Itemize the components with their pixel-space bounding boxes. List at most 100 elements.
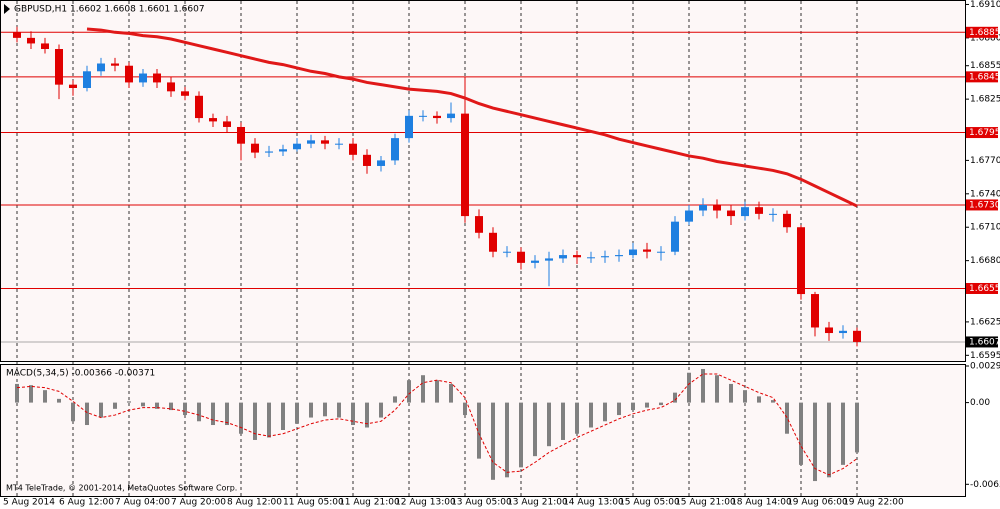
macd-bar <box>505 402 509 478</box>
candle-body <box>97 63 105 72</box>
macd-bar <box>71 402 75 422</box>
macd-bar <box>561 402 565 440</box>
candle-body <box>713 204 721 211</box>
macd-bar <box>15 383 19 403</box>
candle-body <box>265 151 273 153</box>
y-tick-label: 1.6625 <box>970 317 1000 327</box>
candle-body <box>671 221 679 252</box>
x-tick-label: 11 Aug 21:00 <box>339 498 400 508</box>
candle-body <box>377 160 385 166</box>
macd-bar <box>827 402 831 478</box>
macd-bar <box>631 402 635 411</box>
candle-body <box>769 213 777 215</box>
y-tick-label: -0.00656 <box>970 480 1000 490</box>
candle-body <box>755 207 763 214</box>
y-tick-label: 1.6825 <box>970 95 1000 105</box>
macd-bar <box>701 368 705 403</box>
candle-body <box>69 84 77 88</box>
candle-body <box>27 37 35 44</box>
macd-bar <box>253 402 257 440</box>
candle-body <box>153 73 161 83</box>
candle-body <box>321 140 329 144</box>
candle-body <box>615 255 623 257</box>
candle-body <box>83 71 91 88</box>
candle-body <box>727 210 735 217</box>
macd-bar <box>743 390 747 403</box>
macd-bar <box>715 375 719 403</box>
x-tick-label: 14 Aug 13:00 <box>563 498 624 508</box>
candle-body <box>125 65 133 83</box>
x-tick-label: 15 Aug 21:00 <box>675 498 736 508</box>
x-tick-label: 18 Aug 14:00 <box>731 498 792 508</box>
level-tag <box>966 71 998 83</box>
x-tick-label: 6 Aug 12:00 <box>59 498 114 508</box>
candle-body <box>391 138 399 161</box>
candle-body <box>545 258 553 261</box>
macd-bar <box>687 372 691 403</box>
macd-bar <box>421 375 425 403</box>
level-tag <box>966 127 998 139</box>
moving-average <box>86 27 858 208</box>
y-tick-label: 1.6770 <box>970 156 1000 166</box>
macd-bar <box>645 402 649 408</box>
macd-bar <box>449 383 453 403</box>
macd-bar <box>729 383 733 403</box>
macd-bar <box>57 398 61 403</box>
macd-bar <box>323 402 327 417</box>
macd-bar <box>337 402 341 418</box>
candle-body <box>461 113 469 217</box>
macd-bar <box>211 402 215 426</box>
macd-bar <box>799 402 803 465</box>
level-tag <box>966 199 998 211</box>
candle-body <box>167 82 175 92</box>
macd-bar <box>785 402 789 434</box>
candle-body <box>517 251 525 263</box>
macd-bar <box>603 402 607 422</box>
candle-body <box>139 73 147 83</box>
signal-line <box>16 373 858 476</box>
x-tick-label: 12 Aug 13:00 <box>395 498 456 508</box>
level-label: 1.6845 <box>969 72 1000 82</box>
candle-body <box>433 115 441 119</box>
candle-body <box>741 207 749 217</box>
macd-bar <box>757 396 761 403</box>
candle-body <box>685 210 693 222</box>
x-tick-label: 7 Aug 20:00 <box>171 498 226 508</box>
macd-bar <box>267 402 271 438</box>
macd-bar <box>673 392 677 403</box>
level-label: 1.6885 <box>969 28 1000 38</box>
candle-body <box>811 294 819 328</box>
level-tag <box>966 26 998 38</box>
candle-body <box>293 143 301 150</box>
macd-bar <box>155 402 159 409</box>
x-tick-label: 8 Aug 12:00 <box>227 498 282 508</box>
candle-body <box>363 154 371 166</box>
candle-body <box>209 118 217 122</box>
y-tick-label: 1.6880 <box>970 33 1000 43</box>
candle-body <box>489 232 497 252</box>
candle-body <box>419 115 427 117</box>
title-icon <box>4 4 10 14</box>
macd-bar <box>659 402 663 406</box>
macd-bar <box>379 402 383 418</box>
macd-bar <box>435 380 439 403</box>
candle-body <box>839 330 847 334</box>
y-tick-label: 1.6910 <box>970 0 1000 10</box>
current-price-label: 1.6607 <box>969 337 1000 347</box>
candle-body <box>335 143 343 145</box>
candle-body <box>503 251 511 253</box>
main-panel <box>0 0 966 362</box>
macd-bar <box>771 400 775 403</box>
macd-bar <box>393 396 397 403</box>
candle-body <box>573 255 581 258</box>
candle-body <box>181 91 189 96</box>
candle-body <box>825 327 833 334</box>
macd-bar <box>855 402 859 453</box>
y-tick-label: 0.00 <box>970 398 990 408</box>
macd-bar <box>295 402 299 424</box>
macd-bar <box>43 390 47 403</box>
candle-body <box>657 251 665 253</box>
macd-bar <box>519 402 523 468</box>
